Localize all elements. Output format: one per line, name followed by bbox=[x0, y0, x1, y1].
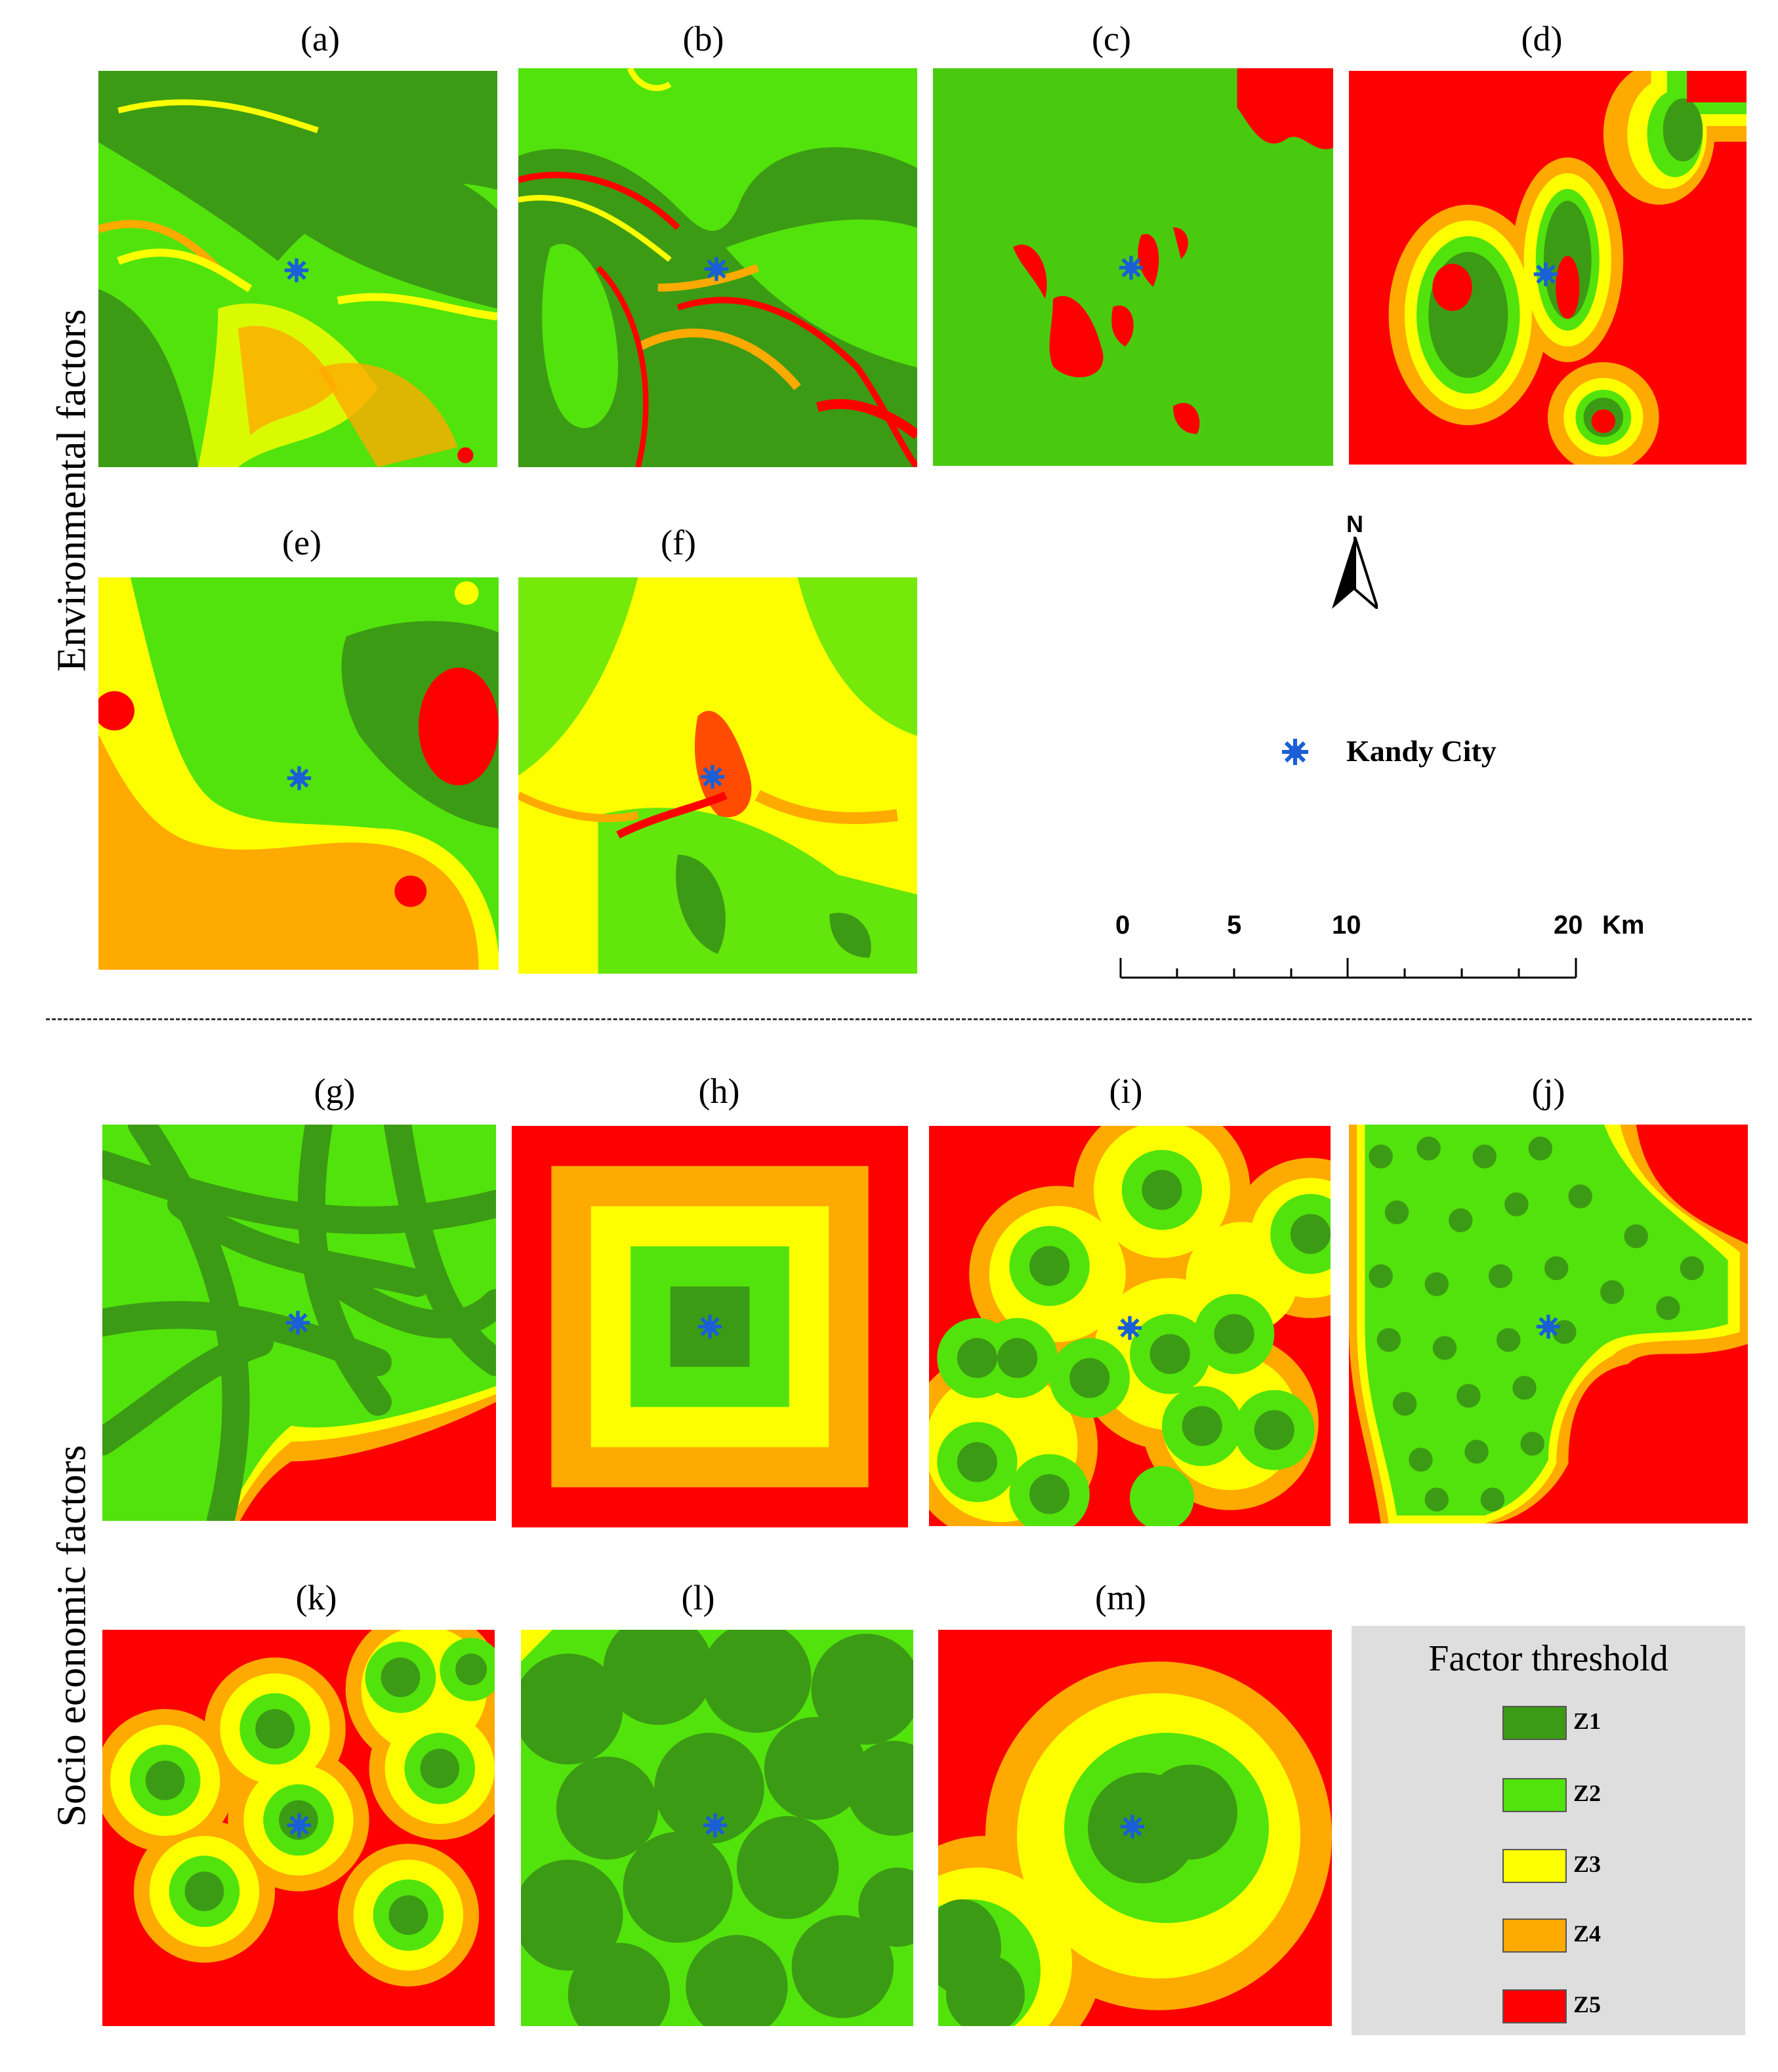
kandy-city-marker bbox=[1119, 255, 1144, 280]
map-panel-a bbox=[98, 71, 497, 467]
map-panel-m bbox=[938, 1630, 1332, 2026]
kandy-city-marker bbox=[284, 258, 309, 283]
north-arrow-icon bbox=[1332, 537, 1378, 609]
legend-title: Factor threshold bbox=[1428, 1638, 1668, 1679]
kandy-city-marker bbox=[704, 257, 729, 281]
kandy-city-marker bbox=[1533, 262, 1558, 287]
scale-tick-10: 10 bbox=[1332, 911, 1361, 940]
panel-label-b: (b) bbox=[682, 19, 724, 58]
panel-label-l: (l) bbox=[681, 1578, 715, 1617]
legend-label: Z3 bbox=[1573, 1851, 1602, 1877]
kandy-city-marker bbox=[285, 1310, 310, 1335]
kandy-city-marker bbox=[287, 766, 312, 791]
legend-label: Z5 bbox=[1573, 1991, 1602, 2018]
panel-label-f: (f) bbox=[661, 523, 696, 562]
legend-swatch bbox=[1502, 1778, 1567, 1812]
scale-tick-5: 5 bbox=[1227, 911, 1242, 940]
panel-label-m: (m) bbox=[1095, 1578, 1146, 1617]
scale-unit: Km bbox=[1602, 911, 1645, 940]
scale-tick-0: 0 bbox=[1115, 911, 1130, 940]
kandy-city-marker bbox=[1536, 1314, 1561, 1339]
map-panel-l bbox=[521, 1630, 913, 2026]
panel-label-i: (i) bbox=[1109, 1071, 1143, 1111]
kandy-city-marker bbox=[1120, 1814, 1145, 1839]
panel-label-d: (d) bbox=[1521, 19, 1563, 58]
legend-swatch bbox=[1502, 1989, 1567, 2023]
scale-bar bbox=[1119, 958, 1577, 979]
legend-swatch bbox=[1502, 1849, 1567, 1883]
panel-label-e: (e) bbox=[282, 523, 321, 562]
map-panel-i bbox=[929, 1126, 1331, 1526]
legend-label: Z2 bbox=[1573, 1780, 1602, 1806]
panel-label-h: (h) bbox=[698, 1071, 740, 1111]
scale-tick-20: 20 bbox=[1554, 911, 1583, 940]
map-panel-f bbox=[518, 577, 917, 974]
kandy-city-marker bbox=[697, 1314, 722, 1339]
kandy-city-marker bbox=[287, 1813, 312, 1838]
section-divider bbox=[46, 1018, 1752, 1020]
legend-label: Z1 bbox=[1573, 1708, 1602, 1734]
row-label-environmental: Environmental factors bbox=[49, 309, 94, 672]
factor-threshold-legend: Factor threshold Z1 Z2 Z3 Z4 Z5 bbox=[1352, 1626, 1745, 2035]
legend-swatch bbox=[1502, 1918, 1567, 1953]
kandy-city-marker bbox=[1117, 1316, 1142, 1340]
kandy-city-marker bbox=[703, 1813, 728, 1838]
legend-label: Z4 bbox=[1573, 1920, 1602, 1947]
map-panel-d bbox=[1349, 71, 1747, 465]
row-label-socio-economic: Socio economic factors bbox=[49, 1445, 94, 1827]
panel-label-k: (k) bbox=[295, 1578, 337, 1617]
panel-label-j: (j) bbox=[1531, 1071, 1565, 1111]
panel-label-g: (g) bbox=[314, 1071, 356, 1111]
kandy-city-legend-marker bbox=[1281, 737, 1310, 766]
panel-label-c: (c) bbox=[1092, 19, 1131, 58]
kandy-city-label: Kandy City bbox=[1346, 734, 1497, 768]
kandy-city-marker bbox=[700, 764, 725, 789]
panel-label-a: (a) bbox=[300, 19, 340, 58]
north-arrow-label: N bbox=[1346, 510, 1363, 537]
map-panel-c bbox=[933, 68, 1333, 466]
legend-swatch bbox=[1502, 1706, 1567, 1740]
map-panel-b bbox=[518, 68, 917, 467]
